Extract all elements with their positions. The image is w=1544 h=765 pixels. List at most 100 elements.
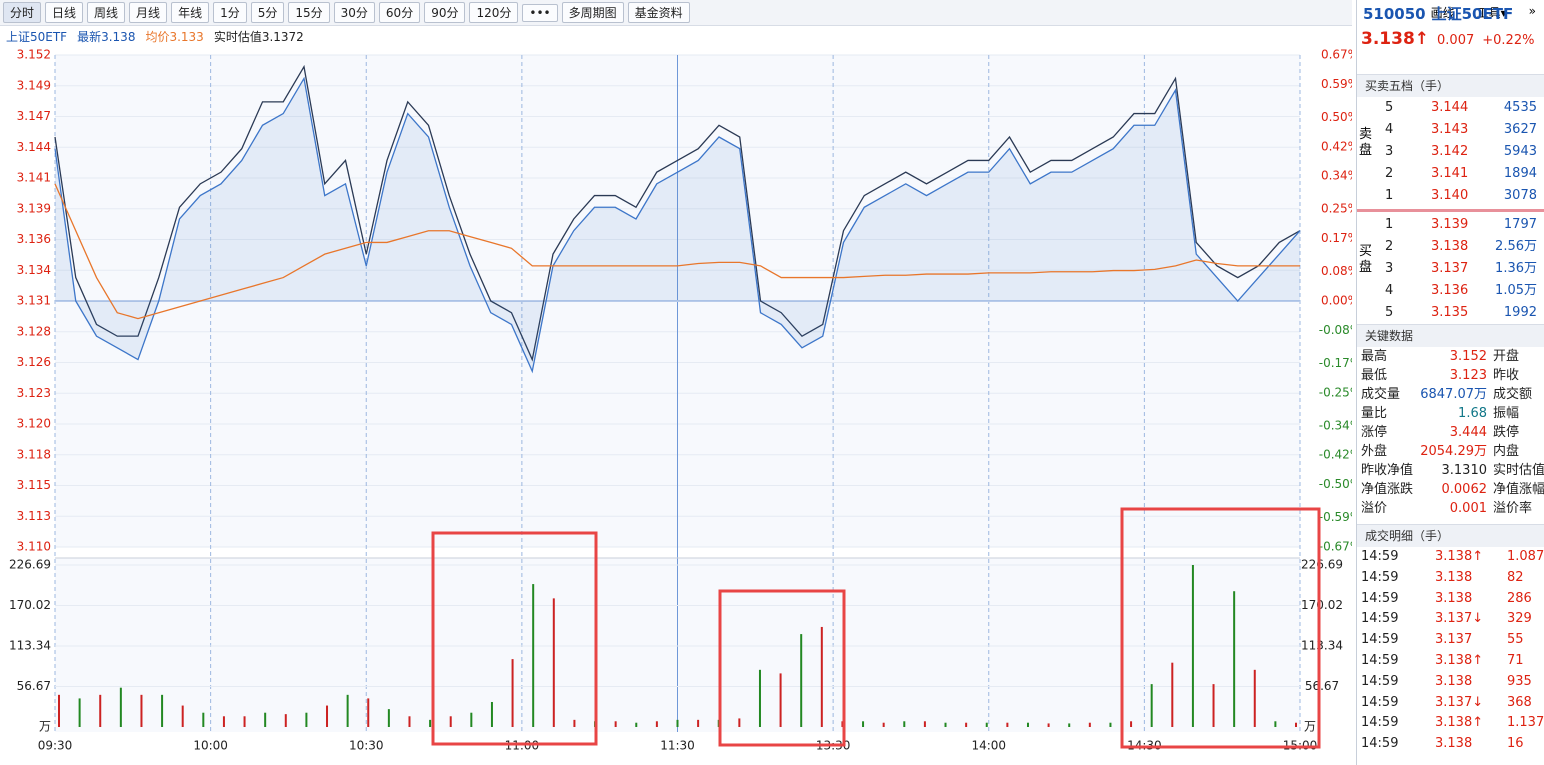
tool[interactable]: 工具▾ bbox=[1476, 6, 1507, 20]
trade-price: 3.138↑ bbox=[1435, 715, 1484, 731]
tab[interactable]: 周线 bbox=[87, 2, 126, 23]
key-value: 3.1310 bbox=[1441, 463, 1488, 478]
volume-bar bbox=[1130, 721, 1133, 727]
section-title: 成交明细（手） bbox=[1357, 524, 1544, 547]
trade-row: 14:59 3.137↓ 368 bbox=[1357, 693, 1544, 714]
level: 4 bbox=[1385, 283, 1394, 298]
tab[interactable]: 分时 bbox=[3, 2, 42, 23]
volume-bar bbox=[408, 716, 411, 727]
volume: 1894 bbox=[1503, 166, 1537, 181]
tab[interactable]: 多周期图 bbox=[561, 2, 624, 23]
volume-bar bbox=[800, 634, 803, 727]
volume-bar bbox=[532, 584, 535, 727]
trade-volume: 368 bbox=[1507, 694, 1532, 710]
trade-price: 3.137 bbox=[1435, 632, 1473, 648]
divider bbox=[1357, 209, 1544, 212]
y-tick-label: 3.139 bbox=[17, 201, 51, 215]
tab[interactable]: 60分 bbox=[378, 2, 421, 23]
key-label: 外盘 bbox=[1361, 444, 1388, 459]
trade-price: 3.138 bbox=[1435, 736, 1473, 752]
tab[interactable]: 日线 bbox=[45, 2, 84, 23]
trade-volume: 71 bbox=[1507, 652, 1524, 668]
volume: 4535 bbox=[1503, 100, 1537, 115]
volume-bar bbox=[181, 705, 184, 727]
tab[interactable]: ••• bbox=[522, 3, 558, 22]
y-tick-label: 3.123 bbox=[17, 386, 51, 400]
key-label: 最高 bbox=[1361, 349, 1388, 364]
book-row: 1 3.140 3078 bbox=[1379, 185, 1544, 207]
volume-bar bbox=[222, 716, 225, 727]
tool[interactable]: » bbox=[1528, 4, 1536, 18]
volume-bar bbox=[264, 712, 267, 727]
price: 3.144 bbox=[1431, 100, 1469, 115]
volume-bar bbox=[655, 721, 658, 727]
tab[interactable]: 1分 bbox=[213, 2, 247, 23]
trade-row: 14:59 3.137↓ 329 bbox=[1357, 609, 1544, 630]
volume-bar bbox=[99, 694, 102, 727]
name: 上证50ETF bbox=[1431, 5, 1514, 23]
y2-tick-label: -0.50% bbox=[1319, 477, 1352, 491]
tab[interactable]: 5分 bbox=[250, 2, 285, 23]
trade-time: 14:59 bbox=[1361, 715, 1399, 731]
tab[interactable]: 120分 bbox=[469, 2, 519, 23]
key-label: 净值涨跌 bbox=[1361, 482, 1414, 497]
trade-price: 3.137↓ bbox=[1435, 611, 1484, 627]
change: 0.007 bbox=[1437, 33, 1475, 48]
price: 3.135 bbox=[1431, 305, 1469, 320]
volume-bar bbox=[738, 718, 741, 727]
tab[interactable]: 基金资料 bbox=[627, 2, 690, 23]
key-row: 成交量 6847.07万 成交额 bbox=[1357, 385, 1544, 404]
trade-row: 14:59 3.138↑ 1.087 bbox=[1357, 547, 1544, 568]
tool[interactable]: 画线 bbox=[1430, 6, 1455, 20]
y-tick-label: 3.147 bbox=[17, 109, 51, 123]
trade-row: 14:59 3.138 16 bbox=[1357, 734, 1544, 755]
trade-time: 14:59 bbox=[1361, 549, 1399, 564]
toolbar: 分时 日线 周线 月线 年线 1分 5分 15分 30分 60分 90分 120分 ••• 多周期图 基金资… bbox=[0, 0, 1352, 26]
price-line bbox=[54, 64, 1301, 362]
volume-bar bbox=[284, 714, 287, 727]
volume-bar bbox=[552, 598, 555, 727]
book-label: 买盘 bbox=[1359, 244, 1373, 275]
tab[interactable]: 15分 bbox=[288, 2, 330, 23]
key-label: 成交量 bbox=[1361, 387, 1401, 402]
y2-tick-label: 0.17% bbox=[1321, 231, 1352, 245]
tab[interactable]: 30分 bbox=[333, 2, 375, 23]
trade-volume: 16 bbox=[1507, 736, 1524, 752]
key-label: 最低 bbox=[1361, 368, 1388, 383]
key-label2: 成交额 bbox=[1493, 387, 1533, 402]
key-label2: 净值涨幅 bbox=[1493, 482, 1544, 497]
y-tick-label: 3.126 bbox=[17, 355, 51, 369]
volume-bar bbox=[161, 694, 164, 727]
price: 3.137 bbox=[1431, 261, 1469, 276]
tab[interactable]: 90分 bbox=[424, 2, 466, 23]
level: 2 bbox=[1385, 166, 1394, 181]
trade-time: 14:59 bbox=[1361, 673, 1399, 689]
price: 3.136 bbox=[1431, 283, 1469, 298]
volume-bar bbox=[470, 712, 473, 727]
area bbox=[55, 78, 1300, 372]
key-label2: 跌停 bbox=[1493, 425, 1520, 440]
trade-volume: 1.087 bbox=[1507, 549, 1544, 564]
volume-bar bbox=[78, 698, 81, 727]
tab[interactable]: 月线 bbox=[129, 2, 168, 23]
volume-bar bbox=[841, 721, 844, 727]
key-row: 净值涨跌 0.0062 净值涨幅 bbox=[1357, 480, 1544, 499]
trade-price: 3.138↑ bbox=[1435, 652, 1484, 668]
key-label2: 实时估值 bbox=[1493, 463, 1544, 478]
highlight-box bbox=[1120, 507, 1321, 749]
y-tick-label: 3.113 bbox=[17, 509, 51, 523]
volume-bar bbox=[903, 721, 906, 727]
trade-price: 3.138↑ bbox=[1435, 549, 1484, 564]
vol-tick-label-right: 226.69 bbox=[1301, 558, 1343, 572]
y2-tick-label: 0.25% bbox=[1321, 202, 1352, 216]
y2-tick-label: 0.50% bbox=[1321, 110, 1352, 124]
quote-panel: 510050 上证50ETF 3.138↑ 0.007 +0.22% 买卖五档（手） 卖盘 5… bbox=[1356, 0, 1544, 765]
volume-bar bbox=[697, 719, 700, 727]
vol-tick-label: 56.67 bbox=[17, 679, 51, 693]
book-row: 2 3.138 2.56万 bbox=[1379, 236, 1544, 258]
volume: 1992 bbox=[1503, 305, 1537, 320]
x-tick-label: 14:00 bbox=[971, 739, 1006, 753]
volume-bar bbox=[1212, 684, 1215, 727]
section-title: 买卖五档（手） bbox=[1357, 74, 1544, 97]
tab[interactable]: 年线 bbox=[171, 2, 210, 23]
